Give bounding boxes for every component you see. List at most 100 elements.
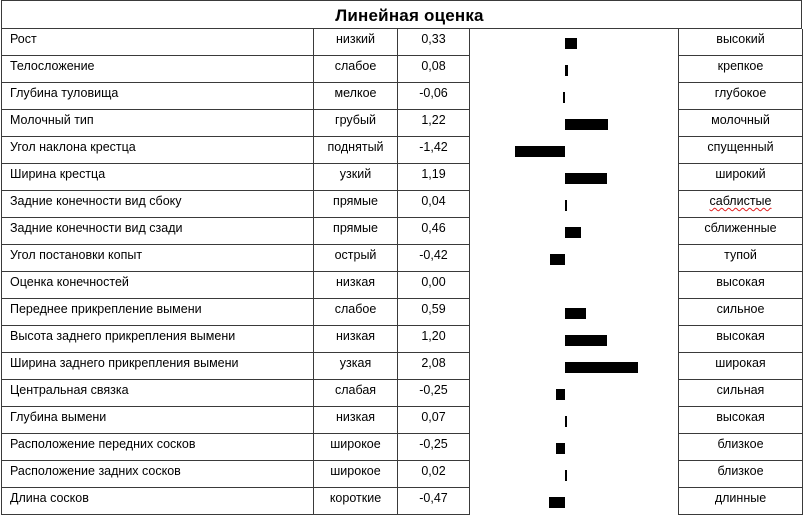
value-cell[interactable]: -0,42 <box>398 245 469 272</box>
trait-cell[interactable]: Расположение передних сосков <box>2 434 313 461</box>
trait-cell[interactable]: Задние конечности вид сбоку <box>2 191 313 218</box>
low-label-cell[interactable]: слабое <box>314 56 397 83</box>
value-cell[interactable]: 0,59 <box>398 299 469 326</box>
low-label-cell[interactable]: узкий <box>314 164 397 191</box>
high-label-cell[interactable]: сближенные <box>679 218 802 245</box>
high-label-cell[interactable]: молочный <box>679 110 802 137</box>
trait-cell[interactable]: Центральная связка <box>2 380 313 407</box>
low-label-cell[interactable]: прямые <box>314 191 397 218</box>
low-label-cell[interactable]: поднятый <box>314 137 397 164</box>
low-label-cell[interactable]: широкое <box>314 461 397 488</box>
trait-cell[interactable]: Глубина туловища <box>2 83 313 110</box>
low-label-cell-text: узкий <box>339 167 372 181</box>
value-cell[interactable]: 0,07 <box>398 407 469 434</box>
value-cell[interactable]: 2,08 <box>398 353 469 380</box>
high-label-cell[interactable]: высокая <box>679 326 802 353</box>
high-label-cell[interactable]: глубокое <box>679 83 802 110</box>
high-label-cell[interactable]: широкий <box>679 164 802 191</box>
value-bar <box>565 416 567 427</box>
low-label-cell[interactable]: низкая <box>314 326 397 353</box>
low-label-cell-text: широкое <box>330 464 381 478</box>
high-label-cell[interactable]: высокая <box>679 407 802 434</box>
high-label-cell[interactable]: высокая <box>679 272 802 299</box>
value-cell-text: 0,02 <box>421 464 446 478</box>
trait-cell[interactable]: Высота заднего прикрепления вымени <box>2 326 313 353</box>
high-label-cell[interactable]: сильное <box>679 299 802 326</box>
low-label-cell[interactable]: прямые <box>314 218 397 245</box>
low-label-cell[interactable]: широкое <box>314 434 397 461</box>
trait-cell[interactable]: Длина сосков <box>2 488 313 515</box>
low-label-cell[interactable]: короткие <box>314 488 397 515</box>
low-label-cell[interactable]: слабая <box>314 380 397 407</box>
trait-cell[interactable]: Ширина крестца <box>2 164 313 191</box>
table-grid: Рост Телосложение Глубина туловища Молочный… <box>1 29 803 515</box>
value-cell[interactable]: -0,25 <box>398 434 469 461</box>
trait-cell-text: Задние конечности вид сбоку <box>10 194 182 208</box>
value-cell[interactable]: 1,22 <box>398 110 469 137</box>
value-cell[interactable]: 0,08 <box>398 56 469 83</box>
value-bar <box>556 389 565 400</box>
value-bar <box>565 362 638 373</box>
trait-cell[interactable]: Рост <box>2 29 313 56</box>
trait-cell[interactable]: Расположение задних сосков <box>2 461 313 488</box>
value-bar <box>565 335 607 346</box>
low-label-cell[interactable]: слабое <box>314 299 397 326</box>
low-label-cell[interactable]: низкий <box>314 29 397 56</box>
high-label-cell[interactable]: широкая <box>679 353 802 380</box>
low-label-cell[interactable]: низкая <box>314 272 397 299</box>
high-label-cell[interactable]: сильная <box>679 380 802 407</box>
trait-cell[interactable]: Молочный тип <box>2 110 313 137</box>
value-cell[interactable]: 0,04 <box>398 191 469 218</box>
trait-cell[interactable]: Угол постановки копыт <box>2 245 313 272</box>
value-cell[interactable]: 0,46 <box>398 218 469 245</box>
high-label-cell[interactable]: спущенный <box>679 137 802 164</box>
trait-cell[interactable]: Угол наклона крестца <box>2 137 313 164</box>
value-cell[interactable]: 1,19 <box>398 164 469 191</box>
value-cell-text: -0,06 <box>419 86 448 100</box>
value-cell[interactable]: 0,00 <box>398 272 469 299</box>
low-label-cell[interactable]: мелкое <box>314 83 397 110</box>
high-label-cell[interactable]: близкое <box>679 434 802 461</box>
high-label-cell-text: молочный <box>711 113 770 127</box>
value-cell[interactable]: -1,42 <box>398 137 469 164</box>
trait-cell-text: Ширина заднего прикрепления вымени <box>10 356 239 370</box>
value-cell[interactable]: 0,02 <box>398 461 469 488</box>
value-cell[interactable]: 1,20 <box>398 326 469 353</box>
trait-cell-text: Расположение задних сосков <box>10 464 181 478</box>
high-label-cell[interactable]: саблистые <box>679 191 802 218</box>
low-label-cell[interactable]: низкая <box>314 407 397 434</box>
high-label-cell-text: сильное <box>716 302 765 316</box>
value-bar <box>550 254 565 265</box>
value-cell-text: 0,33 <box>421 32 446 46</box>
bar-chart-column <box>470 29 679 515</box>
high-label-cell[interactable]: длинные <box>679 488 802 515</box>
high-label-cell[interactable]: тупой <box>679 245 802 272</box>
trait-cell[interactable]: Глубина вымени <box>2 407 313 434</box>
value-cell[interactable]: 0,33 <box>398 29 469 56</box>
low-label-cell-text: прямые <box>333 221 378 235</box>
value-cell[interactable]: -0,25 <box>398 380 469 407</box>
table-title: Линейная оценка <box>335 5 484 25</box>
high-label-cell[interactable]: высокий <box>679 29 802 56</box>
high-label-cell-text: глубокое <box>714 86 767 100</box>
value-bar <box>565 200 567 211</box>
low-label-cell-text: острый <box>334 248 377 262</box>
trait-cell[interactable]: Телосложение <box>2 56 313 83</box>
trait-cell[interactable]: Оценка конечностей <box>2 272 313 299</box>
low-label-cell[interactable]: грубый <box>314 110 397 137</box>
value-cell[interactable]: -0,47 <box>398 488 469 515</box>
high-label-cell[interactable]: крепкое <box>679 56 802 83</box>
high-label-cell[interactable]: близкое <box>679 461 802 488</box>
low-label-cell-text: поднятый <box>327 140 384 154</box>
value-cell[interactable]: -0,06 <box>398 83 469 110</box>
high-label-cell-text: высокий <box>716 32 765 46</box>
low-label-cell[interactable]: острый <box>314 245 397 272</box>
trait-cell-text: Рост <box>10 32 37 46</box>
trait-cell[interactable]: Задние конечности вид сзади <box>2 218 313 245</box>
trait-cell[interactable]: Переднее прикрепление вымени <box>2 299 313 326</box>
trait-cell-text: Переднее прикрепление вымени <box>10 302 202 316</box>
low-label-cell[interactable]: узкая <box>314 353 397 380</box>
trait-cell[interactable]: Ширина заднего прикрепления вымени <box>2 353 313 380</box>
value-cell-text: 0,04 <box>421 194 446 208</box>
trait-cell-text: Длина сосков <box>10 491 89 505</box>
